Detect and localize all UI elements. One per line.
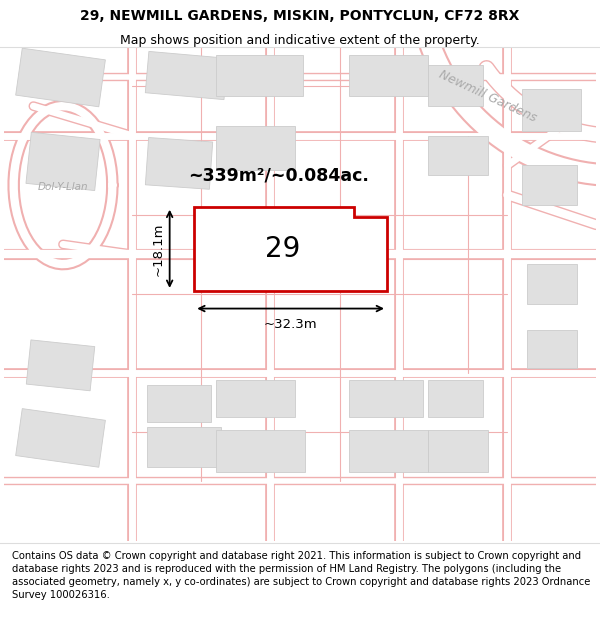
Polygon shape [26,340,95,391]
Polygon shape [147,427,221,466]
Text: ~32.3m: ~32.3m [264,318,317,331]
Polygon shape [16,409,106,468]
Polygon shape [216,379,295,418]
Polygon shape [349,379,424,418]
Text: ~339m²/~0.084ac.: ~339m²/~0.084ac. [188,166,369,184]
Polygon shape [26,132,100,191]
Text: Newmill Gardens: Newmill Gardens [437,68,539,124]
Polygon shape [428,379,482,418]
Polygon shape [216,126,295,170]
Polygon shape [145,138,213,189]
Polygon shape [349,430,428,471]
Polygon shape [194,207,387,291]
Polygon shape [527,330,577,367]
Polygon shape [147,384,211,422]
Polygon shape [522,89,581,131]
Polygon shape [428,136,488,175]
Text: Map shows position and indicative extent of the property.: Map shows position and indicative extent… [120,34,480,47]
Polygon shape [428,64,482,106]
Polygon shape [216,430,305,471]
Polygon shape [349,55,428,96]
Text: Contains OS data © Crown copyright and database right 2021. This information is : Contains OS data © Crown copyright and d… [12,551,590,601]
Text: Dol-Y-Llan: Dol-Y-Llan [38,182,88,192]
Polygon shape [16,48,106,107]
Text: 29, NEWMILL GARDENS, MISKIN, PONTYCLUN, CF72 8RX: 29, NEWMILL GARDENS, MISKIN, PONTYCLUN, … [80,9,520,23]
Polygon shape [428,430,488,471]
Text: 29: 29 [265,235,301,263]
Text: ~18.1m: ~18.1m [152,222,165,276]
Polygon shape [527,264,577,304]
Polygon shape [145,51,227,99]
Polygon shape [522,166,577,205]
Polygon shape [216,55,303,96]
